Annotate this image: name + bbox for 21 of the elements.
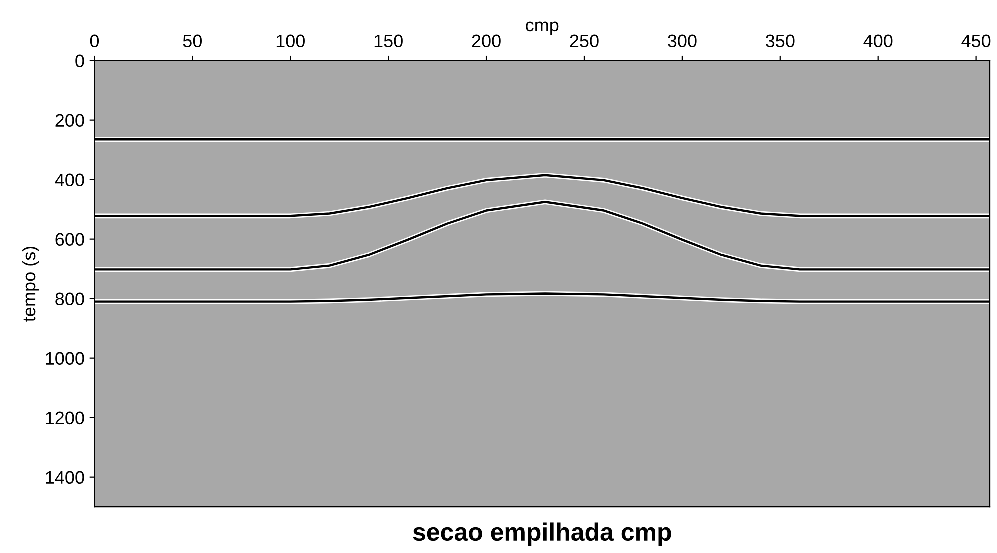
x-tick-label: 200 bbox=[472, 34, 501, 48]
text: secao empilhada cmp bbox=[413, 522, 672, 546]
y-tick-label: 400 bbox=[55, 174, 84, 187]
x-tick-label: 450 bbox=[962, 34, 991, 48]
y-tick-label: 600 bbox=[56, 233, 84, 246]
x-tick-label: 300 bbox=[668, 34, 697, 48]
y-tick-label: 800 bbox=[56, 292, 84, 306]
y-tick-label: 200 bbox=[56, 114, 84, 128]
y-tick-label: 1200 bbox=[46, 412, 84, 425]
y-tick-label: 1400 bbox=[46, 471, 84, 484]
x-tick-label: 350 bbox=[766, 34, 795, 48]
x-tick-label: 250 bbox=[570, 34, 599, 48]
y-axis-title: tempo (s) bbox=[22, 246, 40, 322]
y-tick-label: 1000 bbox=[46, 352, 84, 366]
x-tick-label: 400 bbox=[864, 34, 893, 48]
x-tick-label: 50 bbox=[183, 34, 202, 48]
x-tick-label: 100 bbox=[276, 34, 305, 48]
x-tick-label: 150 bbox=[374, 34, 403, 48]
x-tick-label: 0 bbox=[90, 34, 100, 48]
y-tick-label: 0 bbox=[76, 54, 84, 68]
x-axis-title: cmp bbox=[526, 22, 559, 36]
